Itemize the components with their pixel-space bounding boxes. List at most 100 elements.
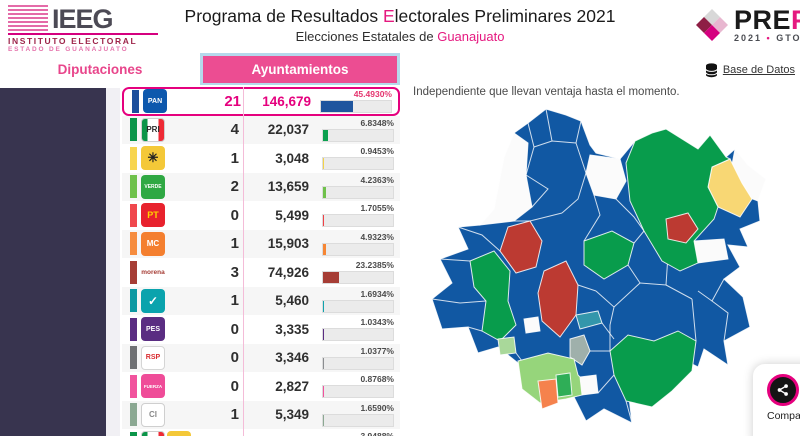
party-color-bar — [130, 289, 137, 313]
ieeg-logo[interactable]: IEEG INSTITUTO ELECTORAL ESTADO DE GUANA… — [8, 5, 198, 53]
votes-total: 3,048 — [275, 150, 309, 166]
percentage-fill — [323, 129, 328, 141]
percentage-fill — [323, 186, 326, 198]
percentage-label: 1.7055% — [360, 203, 394, 214]
percentage-label: 1.6934% — [360, 288, 394, 299]
result-row-fxm[interactable]: FUERZA 0 2,827 0.8768% — [122, 372, 400, 401]
ieeg-institute-label: INSTITUTO ELECTORAL — [8, 36, 138, 46]
municipality-region[interactable] — [569, 334, 591, 366]
title-block: Programa de Resultados Electorales Preli… — [0, 6, 800, 44]
percentage-track — [322, 328, 394, 342]
party-logos: VERDE — [141, 174, 195, 199]
percentage-track — [322, 242, 394, 256]
party-logos: MC — [141, 231, 195, 256]
municipality-region[interactable] — [469, 250, 517, 342]
municipality-border — [439, 258, 471, 262]
share-label: Compa — [767, 410, 800, 422]
party-logos: FUERZA — [141, 374, 195, 399]
municipality-region[interactable] — [499, 220, 543, 274]
municipalities-won-count: 1 — [230, 149, 239, 167]
percentage-track — [322, 413, 394, 427]
municipality-region[interactable] — [537, 260, 579, 338]
votes-total: 146,679 — [262, 93, 311, 109]
percentage-track — [322, 214, 394, 228]
result-row-nueva-alianza[interactable]: ✓ 1 5,460 1.6934% — [122, 286, 400, 315]
percentage-block: 23.2385% — [309, 260, 396, 285]
municipalities-won-count: 1 — [230, 406, 239, 424]
municipality-region[interactable] — [555, 372, 573, 398]
percentage-label: 6.8348% — [360, 117, 394, 128]
party-logo: ✳ — [167, 431, 191, 436]
municipality-border — [515, 352, 523, 362]
party-logo: RSP — [141, 345, 165, 370]
result-row-pvem[interactable]: VERDE 2 13,659 4.2363% — [122, 172, 400, 201]
result-row-prd[interactable]: ✳ 1 3,048 0.9453% — [122, 144, 400, 173]
municipality-region[interactable] — [478, 132, 533, 226]
municipality-region[interactable] — [579, 374, 599, 396]
party-color-bar — [130, 146, 137, 170]
municipality-region[interactable] — [583, 230, 635, 280]
party-logo: PAN — [143, 89, 167, 114]
party-color-bar — [130, 346, 137, 370]
municipalities-won-count: 2 — [230, 178, 239, 196]
party-logo: PT — [141, 203, 165, 228]
municipality-region[interactable] — [585, 154, 627, 200]
municipalities-won-count: 6 — [195, 435, 239, 436]
municipality-border — [431, 298, 461, 304]
municipality-region[interactable] — [497, 336, 517, 356]
municipality-region[interactable] — [523, 316, 541, 334]
party-logo: ✳ — [141, 146, 165, 171]
base-de-datos-link[interactable]: Base de Datos — [705, 55, 795, 85]
party-color-bar — [130, 260, 137, 284]
party-color-bar — [130, 232, 137, 256]
municipality-border — [551, 140, 577, 144]
percentage-label: 1.0343% — [360, 317, 394, 328]
municipality-region[interactable] — [693, 238, 729, 264]
tab-bar: Diputaciones Ayuntamientos Base de Datos — [0, 53, 800, 86]
municipality-border — [583, 194, 601, 242]
percentage-block: 4.9323% — [309, 232, 396, 256]
state-map[interactable] — [430, 103, 770, 425]
percentage-fill — [323, 243, 327, 255]
results-table: PAN 21 146,679 45.4930% PRI 4 22,037 6.8348% ✳ 1 3… — [122, 87, 400, 436]
result-row-pan[interactable]: PAN 21 146,679 45.4930% — [122, 87, 400, 116]
percentage-fill — [323, 300, 325, 312]
municipality-border — [711, 278, 729, 342]
municipality-region[interactable] — [625, 128, 732, 272]
percentage-label: 4.9323% — [360, 231, 394, 242]
party-color-bar — [130, 403, 137, 427]
tab-ayuntamientos[interactable]: Ayuntamientos — [200, 53, 400, 86]
municipality-border — [601, 322, 615, 340]
percentage-block: 1.6934% — [309, 289, 396, 313]
votes-total: 2,827 — [275, 378, 309, 394]
tab-diputaciones[interactable]: Diputaciones — [57, 62, 143, 77]
percentage-block: 1.0343% — [309, 317, 396, 342]
municipality-region[interactable] — [575, 310, 603, 330]
party-color-bar — [132, 89, 139, 113]
votes-total: 13,659 — [267, 179, 309, 195]
party-logo: PRI — [141, 431, 165, 436]
municipalities-won-count: 4 — [230, 121, 239, 139]
result-row-ci[interactable]: CI 1 5,349 1.6590% — [122, 400, 400, 429]
result-row-pt[interactable]: PT 0 5,499 1.7055% — [122, 201, 400, 230]
percentage-fill — [323, 357, 324, 369]
percentage-track — [322, 128, 394, 142]
municipality-region[interactable] — [609, 330, 697, 408]
result-row-pri-prd[interactable]: PRI✳612,7323.9488% — [122, 429, 400, 436]
result-row-pri[interactable]: PRI 4 22,037 6.8348% — [122, 115, 400, 144]
party-logos: ✳ — [141, 146, 195, 171]
share-button[interactable] — [767, 374, 799, 406]
party-logos: RSP — [141, 345, 195, 370]
municipality-region[interactable] — [537, 378, 559, 410]
page-subtitle: Elecciones Estatales de Guanajuato — [295, 29, 505, 44]
result-row-pes[interactable]: PES 0 3,335 1.0343% — [122, 315, 400, 344]
percentage-track — [320, 100, 392, 114]
municipality-border — [561, 172, 587, 214]
municipality-border — [691, 298, 697, 342]
result-row-mc[interactable]: MC 1 15,903 4.9323% — [122, 229, 400, 258]
municipality-border — [697, 290, 713, 302]
result-row-rsp[interactable]: RSP 0 3,346 1.0377% — [122, 343, 400, 372]
result-row-morena[interactable]: morena 3 74,926 23.2385% — [122, 258, 400, 287]
municipality-region[interactable] — [665, 212, 699, 244]
